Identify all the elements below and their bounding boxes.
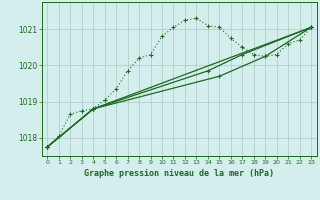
X-axis label: Graphe pression niveau de la mer (hPa): Graphe pression niveau de la mer (hPa): [84, 169, 274, 178]
